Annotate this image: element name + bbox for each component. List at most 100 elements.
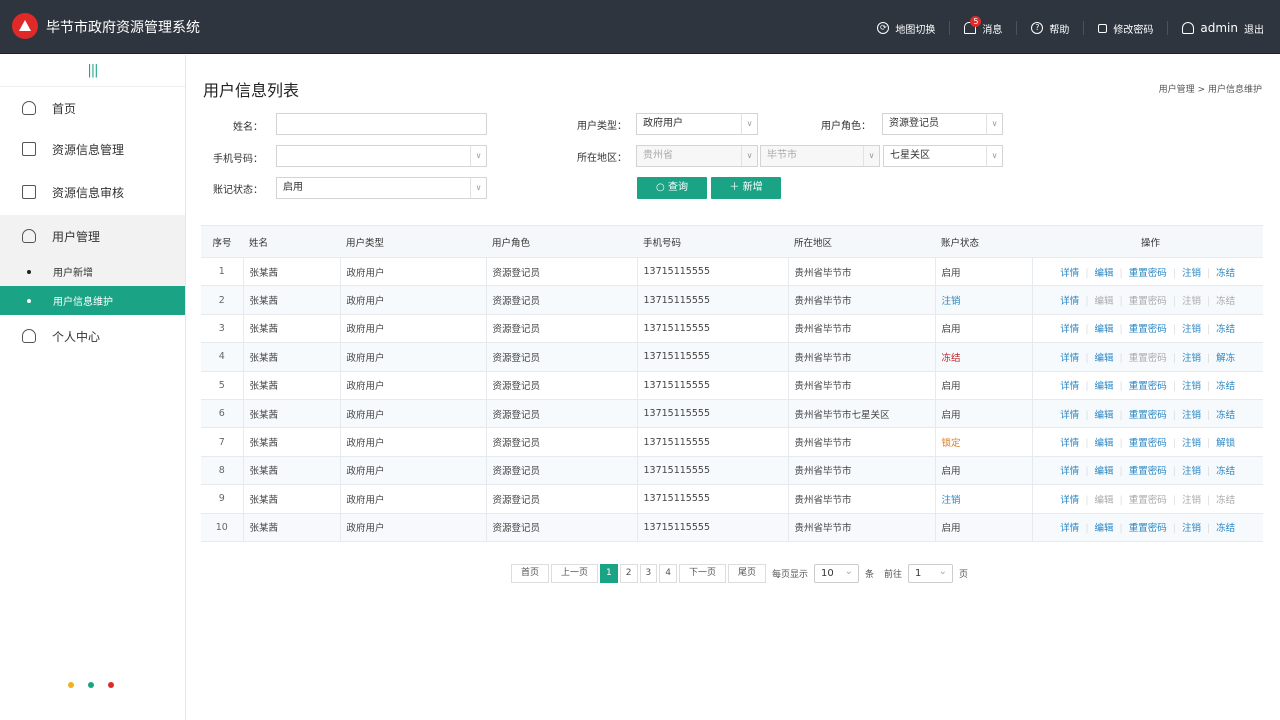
logout-button[interactable]: 退出	[1244, 24, 1264, 36]
action-link[interactable]: 详情	[1060, 352, 1080, 364]
top-nav: ⟳ 地图切换 5 消息 ? 帮助 修改密码 admin 退出	[863, 16, 1264, 36]
last-page-button[interactable]: 尾页	[727, 564, 766, 583]
table-row: 4 张某茜 政府用户 资源登记员 13715115555 贵州省毕节市 冻结 详情 | 编辑 | 重置…	[201, 342, 1263, 372]
action-link[interactable]: 冻结	[1216, 409, 1236, 421]
action-link[interactable]: 注销	[1181, 523, 1201, 535]
change-password-button[interactable]: 修改密码	[1084, 21, 1169, 36]
action-link[interactable]: 编辑	[1094, 267, 1114, 279]
first-page-button[interactable]: 首页	[511, 564, 550, 583]
action-link[interactable]: 详情	[1060, 409, 1080, 421]
help-button[interactable]: ? 帮助	[1017, 21, 1085, 36]
role-select[interactable]: 资源登记员 ∨	[882, 113, 1003, 135]
goto-page-select[interactable]: 1	[908, 563, 954, 583]
user-type: 政府用户	[339, 313, 486, 343]
action-link[interactable]: 编辑	[1094, 438, 1114, 450]
column-header: 账户状态	[935, 225, 1032, 258]
action-link[interactable]: 重置密码	[1128, 267, 1167, 279]
user-type-select[interactable]: 政府用户 ∨	[636, 113, 758, 135]
action-link[interactable]: 详情	[1060, 267, 1080, 279]
sidebar-item-resource-review[interactable]: 资源信息审核	[0, 169, 185, 215]
sidebar-item-label: 个人中心	[52, 329, 101, 344]
breadcrumb-item[interactable]: 用户管理	[1158, 85, 1195, 95]
action-link[interactable]: 解锁	[1216, 438, 1236, 450]
account-status: 启用	[934, 398, 1032, 428]
map-switch-button[interactable]: ⟳ 地图切换	[863, 21, 951, 36]
action-link[interactable]: 详情	[1060, 466, 1080, 478]
action-link[interactable]: 注销	[1181, 324, 1201, 336]
sidebar-subitem-user-info[interactable]: 用户信息维护	[0, 286, 185, 315]
messages-button[interactable]: 5 消息	[950, 16, 1018, 36]
action-link[interactable]: 编辑	[1094, 324, 1114, 336]
action-link[interactable]: 注销	[1181, 352, 1201, 364]
action-link[interactable]: 详情	[1060, 523, 1080, 535]
user-type: 政府用户	[339, 285, 486, 315]
action-separator: |	[1085, 466, 1089, 478]
action-link[interactable]: 重置密码	[1128, 523, 1167, 535]
city-select[interactable]: 毕节市 ∨	[760, 145, 880, 167]
action-link[interactable]: 编辑	[1094, 466, 1114, 478]
action-separator: |	[1206, 352, 1211, 364]
status-select[interactable]: 启用 ∨	[276, 177, 487, 199]
action-link[interactable]: 编辑	[1094, 409, 1114, 421]
action-link[interactable]: 注销	[1181, 409, 1201, 421]
action-separator: |	[1206, 296, 1211, 308]
row-actions: 详情 | 编辑 | 重置密码 | 注销 | 解锁	[1031, 427, 1263, 457]
action-link[interactable]: 冻结	[1216, 523, 1236, 535]
action-link[interactable]: 详情	[1060, 494, 1080, 506]
region: 贵州省毕节市	[787, 512, 935, 542]
action-separator: |	[1119, 352, 1123, 364]
district-select[interactable]: 七星关区 ∨	[883, 145, 1003, 167]
user-menu[interactable]: admin 退出	[1168, 21, 1264, 36]
user-role: 资源登记员	[485, 427, 637, 457]
action-link[interactable]: 重置密码	[1128, 438, 1167, 450]
action-link[interactable]: 重置密码	[1128, 409, 1167, 421]
action-link[interactable]: 详情	[1060, 296, 1080, 308]
sidebar-subitem-user-add[interactable]: 用户新增	[0, 257, 185, 286]
user-name: 张某茜	[242, 370, 340, 400]
action-link[interactable]: 注销	[1181, 267, 1201, 279]
action-separator: |	[1119, 267, 1123, 279]
search-button[interactable]: ○ 查询	[637, 177, 707, 199]
action-link[interactable]: 重置密码	[1128, 324, 1167, 336]
action-link[interactable]: 编辑	[1094, 381, 1114, 393]
action-link[interactable]: 冻结	[1216, 324, 1236, 336]
action-link[interactable]: 冻结	[1216, 267, 1236, 279]
per-page-select[interactable]: 10	[814, 563, 860, 583]
prev-page-button[interactable]: 上一页	[551, 564, 599, 583]
collapse-menu-icon[interactable]: |||	[0, 55, 185, 87]
sidebar-item-resource-manage[interactable]: 资源信息管理	[0, 129, 185, 169]
table-row: 9 张某茜 政府用户 资源登记员 13715115555 贵州省毕节市 注销 详情 | 编辑 | 重置…	[201, 484, 1263, 514]
page-4-button[interactable]: 4	[659, 564, 677, 583]
row-number: 6	[201, 398, 243, 428]
sidebar-item-user-manage[interactable]: 用户管理	[0, 215, 185, 257]
page-3-button[interactable]: 3	[639, 564, 658, 583]
action-link[interactable]: 重置密码	[1128, 466, 1167, 478]
action-link[interactable]: 解冻	[1216, 352, 1236, 364]
phone-select[interactable]: ∨	[276, 145, 487, 167]
action-link[interactable]: 详情	[1060, 324, 1080, 336]
sidebar-item-personal[interactable]: 个人中心	[0, 315, 185, 357]
action-separator: |	[1085, 324, 1089, 336]
province-select[interactable]: 贵州省 ∨	[636, 145, 758, 167]
action-link[interactable]: 编辑	[1094, 352, 1114, 364]
action-link[interactable]: 详情	[1060, 381, 1080, 393]
name-input[interactable]	[276, 113, 487, 135]
action-link[interactable]: 冻结	[1216, 381, 1236, 393]
action-separator: |	[1172, 267, 1176, 279]
action-link[interactable]: 重置密码	[1128, 381, 1167, 393]
action-link[interactable]: 注销	[1181, 438, 1201, 450]
page-2-button[interactable]: 2	[619, 564, 638, 583]
action-link[interactable]: 冻结	[1216, 466, 1236, 478]
add-button[interactable]: ＋ 新增	[711, 177, 781, 199]
action-link[interactable]: 编辑	[1094, 523, 1114, 535]
sidebar-item-home[interactable]: 首页	[0, 87, 185, 129]
action-link[interactable]: 详情	[1060, 438, 1080, 450]
action-link[interactable]: 注销	[1181, 381, 1201, 393]
help-label: 帮助	[1049, 24, 1070, 36]
action-link[interactable]: 注销	[1181, 466, 1201, 478]
messages-label: 消息	[982, 24, 1003, 36]
user-type: 政府用户	[339, 427, 486, 457]
page-1-button[interactable]: 1	[600, 564, 618, 583]
user-type-value: 政府用户	[643, 118, 683, 129]
next-page-button[interactable]: 下一页	[678, 564, 726, 583]
